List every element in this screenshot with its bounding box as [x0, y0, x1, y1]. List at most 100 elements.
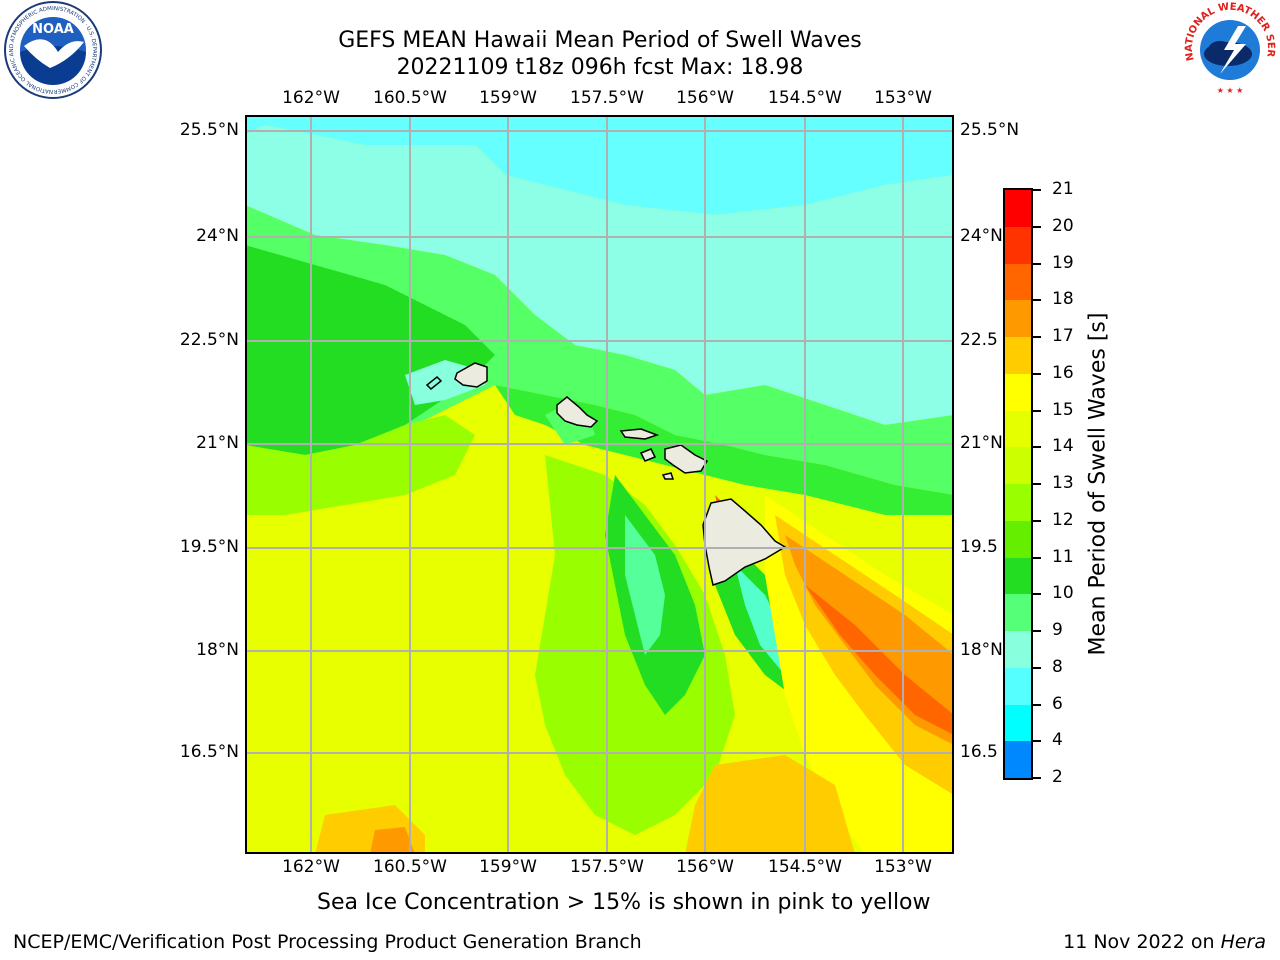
- title-line-2: 20221109 t18z 096h fcst Max: 18.98: [396, 55, 804, 80]
- field-red-se: [805, 585, 954, 735]
- colorbar-tick-mark: [1033, 666, 1041, 669]
- lon-label-bottom: 156°W: [676, 857, 734, 877]
- colorbar-segment: [1005, 557, 1031, 595]
- noaa-logo: NATIONAL OCEANIC AND ATMOSPHERIC ADMINIS…: [0, 0, 102, 99]
- lon-label-top: 159°W: [479, 88, 537, 108]
- footer-host: Hera: [1220, 931, 1266, 953]
- colorbar-tick-label: 9: [1052, 620, 1063, 640]
- field-cyan: [245, 115, 954, 215]
- title-line-1: GEFS MEAN Hawaii Mean Period of Swell Wa…: [338, 28, 862, 53]
- lon-label-bottom: 154.5°W: [768, 857, 842, 877]
- lat-label-right: 24°N: [960, 226, 1003, 246]
- colorbar-label: Mean Period of Swell Waves [s]: [1085, 312, 1111, 656]
- lat-label-right: 22.5: [960, 330, 998, 350]
- lon-label-bottom: 157.5°W: [570, 857, 644, 877]
- colorbar-tick-mark: [1033, 519, 1041, 522]
- colorbar-tick-mark: [1033, 777, 1041, 779]
- colorbar-tick-label: 8: [1052, 656, 1063, 677]
- colorbar-tick-mark: [1033, 372, 1041, 375]
- lon-label-bottom: 162°W: [282, 857, 340, 877]
- footer-date: 11 Nov 2022 on: [1063, 931, 1221, 953]
- lat-label-left: 21°N: [196, 433, 239, 453]
- colorbar-tick-label: 21: [1052, 179, 1074, 199]
- colorbar-segment: [1005, 300, 1031, 337]
- colorbar-tick-label: 12: [1052, 509, 1074, 530]
- colorbar-tick-mark: [1033, 409, 1041, 412]
- colorbar-tick-label: 16: [1052, 362, 1074, 383]
- field-lee-aqua: [625, 515, 665, 655]
- colorbar-tick-mark: [1033, 189, 1041, 191]
- field-orange-south: [685, 755, 855, 854]
- field-green-channel: [495, 385, 954, 515]
- lat-label-right: 16.5: [960, 742, 998, 762]
- colorbar-tick-label: 6: [1052, 693, 1063, 714]
- map-frame: [245, 115, 954, 854]
- colorbar-tick-label: 18: [1052, 289, 1074, 310]
- islands: [425, 362, 787, 586]
- sea-ice-caption: Sea Ice Concentration > 15% is shown in …: [317, 890, 931, 915]
- lat-label-left: 25.5°N: [179, 120, 239, 140]
- lon-label-bottom: 160.5°W: [373, 857, 447, 877]
- colorbar-segment: [1005, 741, 1031, 778]
- lon-label-bottom: 159°W: [479, 857, 537, 877]
- colorbar-tick-mark: [1033, 593, 1041, 596]
- colorbar-tick-mark: [1033, 483, 1041, 485]
- colorbar-tick-mark: [1033, 262, 1041, 265]
- footer-right: 11 Nov 2022 on Hera: [1063, 931, 1266, 953]
- colorbar-segment: [1005, 484, 1031, 521]
- colorbar-tick-label: 13: [1052, 473, 1074, 493]
- lon-label-top: 153°W: [874, 88, 932, 108]
- lon-label-top: 154.5°W: [768, 88, 842, 108]
- colorbar: [1003, 188, 1033, 780]
- lon-label-top: 160.5°W: [373, 88, 447, 108]
- colorbar-tick-label: 15: [1052, 399, 1074, 420]
- colorbar-segment: [1005, 594, 1031, 631]
- colorbar-segment: [1005, 520, 1031, 558]
- nws-logo: NATIONAL WEATHER SERVICE ★ ★ ★: [1180, 0, 1278, 98]
- lat-label-right: 25.5°N: [960, 120, 1020, 140]
- colorbar-segment: [1005, 226, 1031, 264]
- colorbar-tick-label: 2: [1052, 767, 1063, 787]
- colorbar-tick-label: 19: [1052, 252, 1074, 273]
- colorbar-tick-label: 10: [1052, 583, 1074, 604]
- island-molokai: [619, 428, 660, 440]
- lon-label-top: 157.5°W: [570, 88, 644, 108]
- lat-label-right: 18°N: [960, 640, 1003, 660]
- colorbar-tick-mark: [1033, 446, 1041, 449]
- field-orange-sw2: [370, 827, 415, 854]
- island-niihau: [425, 375, 443, 391]
- colorbar-tick-label: 4: [1052, 730, 1063, 751]
- colorbar-tick-label: 14: [1052, 436, 1074, 457]
- swell-period-map: [245, 115, 954, 854]
- colorbar-segment: [1005, 410, 1031, 448]
- island-kauai: [454, 362, 488, 388]
- svg-text:★ ★ ★: ★ ★ ★: [1217, 86, 1244, 95]
- noaa-text: NOAA: [32, 22, 74, 37]
- lat-label-right: 21°N: [960, 433, 1003, 453]
- colorbar-segment: [1005, 667, 1031, 705]
- colorbar-tick-mark: [1033, 225, 1041, 228]
- lon-label-top: 156°W: [676, 88, 734, 108]
- colorbar-tick-mark: [1033, 299, 1041, 302]
- colorbar-tick-label: 20: [1052, 215, 1074, 236]
- colorbar-tick-mark: [1033, 630, 1041, 632]
- lat-label-right: 19.5: [960, 537, 998, 557]
- colorbar-tick-label: 17: [1052, 326, 1074, 346]
- colorbar-segment: [1005, 373, 1031, 411]
- colorbar-segment: [1005, 337, 1031, 374]
- colorbar-tick-mark: [1033, 556, 1041, 559]
- colorbar-tick-mark: [1033, 740, 1041, 743]
- field-lime: [245, 415, 475, 515]
- island-kahoolawe: [661, 472, 675, 480]
- lat-label-left: 19.5°N: [179, 537, 239, 557]
- island-lanai: [639, 448, 657, 462]
- colorbar-tick-mark: [1033, 703, 1041, 706]
- field-aqua: [245, 125, 954, 425]
- field-green: [245, 205, 954, 495]
- field-oahu-green: [545, 405, 595, 445]
- colorbar-segment: [1005, 631, 1031, 668]
- colorbar-segment: [1005, 704, 1031, 742]
- graticule: [245, 115, 954, 854]
- lat-label-left: 18°N: [196, 640, 239, 660]
- lat-label-left: 24°N: [196, 226, 239, 246]
